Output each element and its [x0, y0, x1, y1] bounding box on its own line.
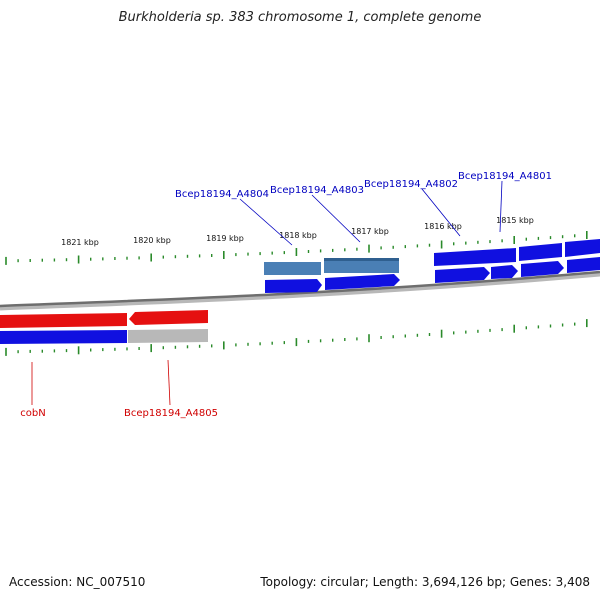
gene-bar-next[interactable]: [565, 239, 600, 257]
reverse-gene-labels: cobN Bcep18194_A4805: [20, 359, 218, 419]
gene-label-a4803[interactable]: Bcep18194_A4803: [270, 185, 364, 196]
scale-label-1821: 1821 kbp: [61, 238, 99, 247]
gene-bar-a4801[interactable]: [519, 243, 562, 261]
scale-label-1817: 1817 kbp: [351, 227, 389, 236]
gene-arrow-next-1[interactable]: [521, 261, 564, 277]
cds-bar-a4803-edge: [324, 258, 399, 261]
reverse-strand-features: [0, 310, 208, 344]
gene-label-cobn[interactable]: cobN: [20, 408, 45, 419]
gene-arrow-a4801[interactable]: [491, 265, 518, 279]
gene-arrow-next-2[interactable]: [567, 257, 600, 273]
leader-line-a4801: [499, 180, 503, 233]
forward-strand-features: [264, 239, 600, 293]
gene-label-a4801[interactable]: Bcep18194_A4801: [458, 171, 552, 182]
chromosome-backbone: [0, 270, 600, 308]
gene-label-a4802[interactable]: Bcep18194_A4802: [364, 179, 458, 190]
scale-label-1819: 1819 kbp: [206, 234, 244, 243]
gene-arrow-a4804[interactable]: [265, 279, 322, 293]
gene-bar-cobn[interactable]: [0, 313, 127, 328]
forward-gene-labels: Bcep18194_A4804 Bcep18194_A4803 Bcep1819…: [175, 171, 552, 246]
scale-label-1820: 1820 kbp: [133, 236, 171, 245]
scale-label-1816: 1816 kbp: [424, 222, 462, 231]
scale-label-1815: 1815 kbp: [496, 216, 534, 225]
leader-line-a4805: [167, 359, 171, 406]
cds-bar-a4803[interactable]: [324, 258, 399, 273]
cds-bar-a4804[interactable]: [264, 262, 321, 275]
gene-label-a4805[interactable]: Bcep18194_A4805: [124, 408, 218, 419]
pseudo-bar-a4805[interactable]: [128, 329, 208, 343]
scale-label-1818: 1818 kbp: [279, 231, 317, 240]
map-title: Burkholderia sp. 383 chromosome 1, compl…: [118, 10, 482, 25]
backbone-shadow: [0, 271, 600, 311]
inner-tick-marks: [5, 319, 588, 356]
gene-arrow-a4802[interactable]: [435, 267, 490, 283]
scale-labels: 1821 kbp 1820 kbp 1819 kbp 1818 kbp 1817…: [61, 216, 534, 247]
outer-tick-marks: [5, 231, 588, 265]
gene-arrow-a4805[interactable]: [129, 310, 208, 325]
leader-line-a4804: [239, 198, 293, 246]
gene-bar-a4802[interactable]: [434, 248, 516, 266]
leader-line-a4802: [421, 188, 461, 237]
gene-label-a4804[interactable]: Bcep18194_A4804: [175, 189, 269, 200]
gene-arrow-a4803[interactable]: [325, 274, 400, 290]
cds-bar-cobn[interactable]: [0, 330, 127, 344]
accession-text: Accession: NC_007510: [9, 575, 146, 589]
leader-line-a4803: [311, 194, 361, 243]
genome-summary-text: Topology: circular; Length: 3,694,126 bp…: [260, 575, 590, 589]
